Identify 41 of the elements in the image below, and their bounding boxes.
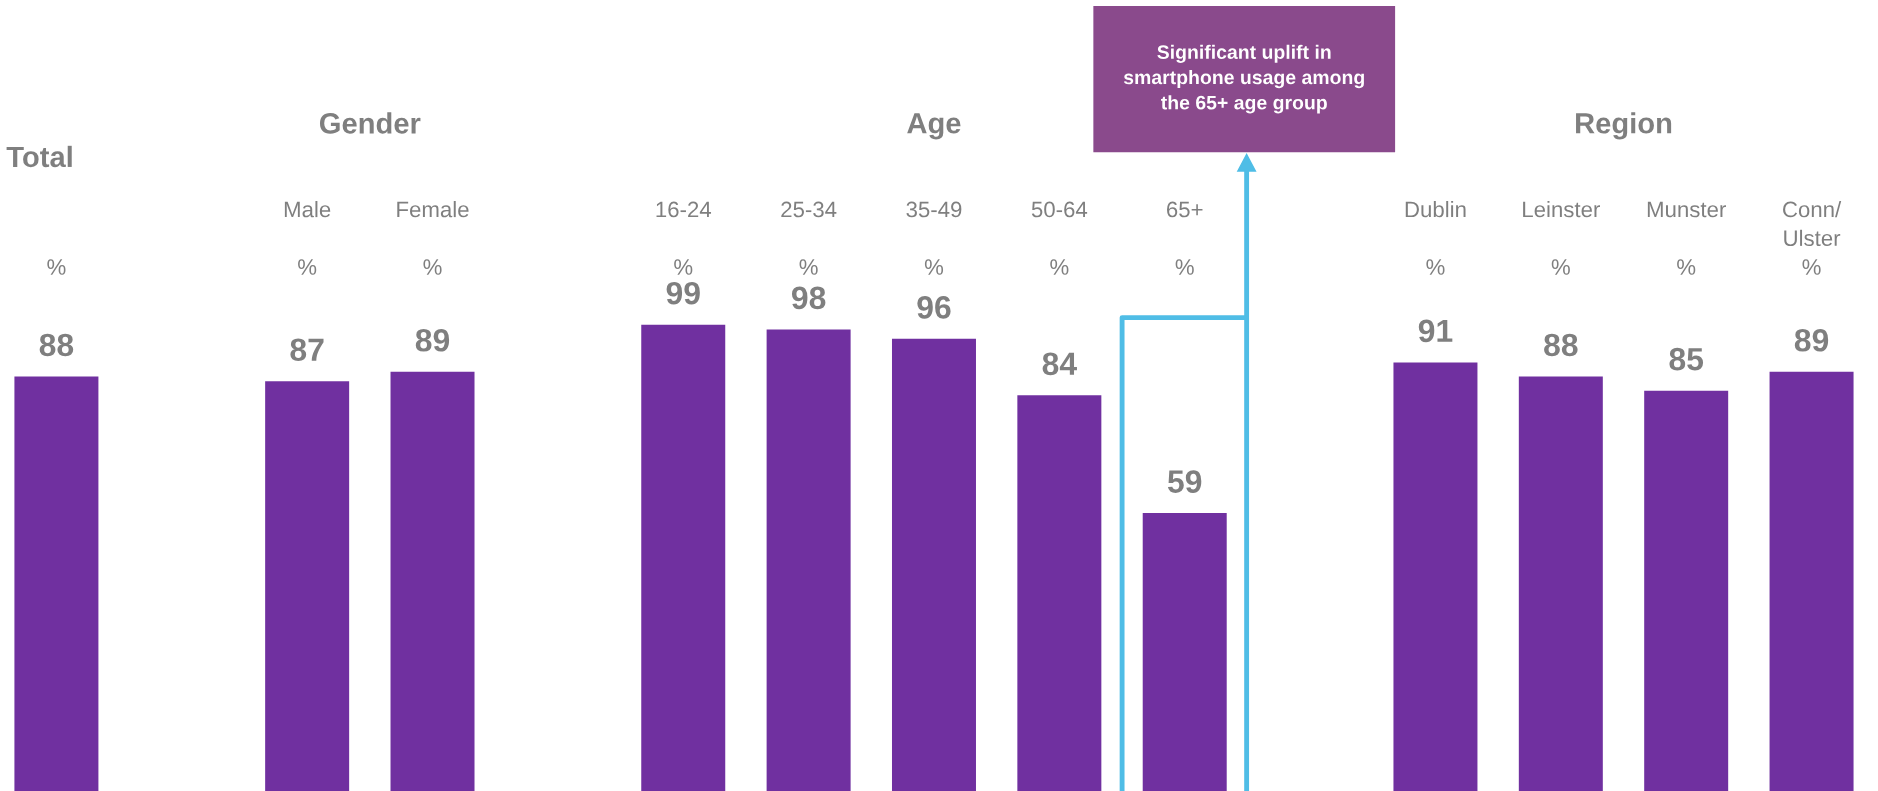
data-label: 98 <box>791 286 826 310</box>
data-label: 99 <box>666 281 700 305</box>
text: Region <box>1576 112 1672 140</box>
bar <box>1644 390 1729 791</box>
x-tick-label: Conn/ Ulster % <box>1783 201 1842 275</box>
bar <box>891 338 976 791</box>
data-label: 59 <box>1167 470 1202 493</box>
bar <box>1769 371 1854 791</box>
data-label: 96 <box>917 296 951 319</box>
category-label: 25-34 % <box>781 201 837 275</box>
bar <box>1142 513 1227 791</box>
bar <box>1393 362 1478 791</box>
category-label: Female % <box>397 201 469 275</box>
text: Total <box>6 145 72 168</box>
x-tick-label: % <box>47 259 66 275</box>
category-label: 16-24 % <box>656 201 712 275</box>
category-label: 65+ % <box>1167 201 1203 275</box>
bar <box>766 329 851 791</box>
text: Age <box>907 113 961 140</box>
bar <box>1518 376 1603 791</box>
data-label: 85 <box>1669 347 1704 371</box>
category-label: Dublin % <box>1405 201 1466 275</box>
data-label: 84 <box>1042 352 1077 376</box>
bar <box>14 376 99 791</box>
data-label: 89 <box>1794 328 1829 352</box>
category-label: Munster % <box>1647 201 1726 275</box>
data-label: 87 <box>290 338 324 362</box>
text: Significant uplift in smartphone usage among the 65+ age group <box>1123 44 1364 114</box>
text: Gender <box>319 112 421 134</box>
data-label: 88 <box>39 333 74 357</box>
bar <box>1017 395 1102 791</box>
category-label: Leinster % <box>1523 201 1600 275</box>
data-label: 88 <box>1544 333 1578 357</box>
category-label: Male % <box>284 201 331 275</box>
category-label: 50-64 % <box>1031 201 1088 275</box>
category-label: 35-49 % <box>906 201 962 275</box>
data-label: 91 <box>1418 319 1453 343</box>
data-label: 89 <box>415 328 450 352</box>
bar <box>390 371 475 791</box>
bar <box>641 324 726 791</box>
bar <box>265 381 350 791</box>
